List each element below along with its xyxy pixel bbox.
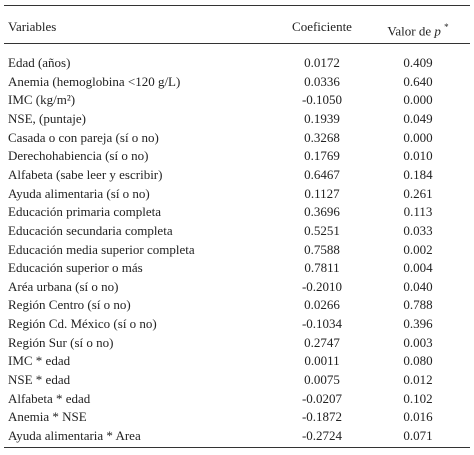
coefficient-cell: -0.1034	[301, 316, 343, 332]
header-mark: *	[444, 22, 449, 32]
top-rule	[4, 5, 470, 6]
coefficient-cell: 0.6467	[304, 166, 340, 182]
variable-cell: Alfabeta * edad	[8, 390, 91, 406]
coefficient-cell: 0.0075	[304, 372, 340, 388]
coefficient-cell: 0.0011	[304, 353, 340, 369]
variable-cell: Ayuda alimentaria * Area	[8, 428, 141, 443]
variable-cell: Región Centro (sí o no)	[8, 297, 131, 313]
p-value-cell: 0.010	[403, 148, 433, 164]
variable-cell: Región Cd. México (sí o no)	[8, 316, 157, 332]
coefficient-cell: 0.5251	[304, 222, 340, 238]
coefficient-cell: 0.0336	[304, 73, 340, 89]
p-value-cell: 0.000	[403, 129, 433, 145]
header-symbol: p	[434, 23, 441, 39]
p-value-cell: 0.033	[403, 222, 433, 238]
p-value-cell: 0.788	[403, 297, 433, 313]
variable-cell: Derechohabiencia (sí o no)	[8, 148, 149, 164]
coefficient-cell: 0.2747	[304, 334, 340, 350]
header-cell: Valor de p *	[370, 19, 466, 39]
header-text: Valor de	[387, 23, 432, 39]
p-value-cell: 0.080	[403, 353, 433, 369]
variable-cell: Educación superior o más	[8, 260, 143, 276]
variable-cell: Región Sur (sí o no)	[8, 334, 114, 350]
p-value-cell: 0.071	[403, 428, 433, 443]
variable-cell: Educación media superior completa	[8, 241, 195, 257]
variable-cell: NSE * edad	[8, 372, 71, 388]
coefficient-cell: 0.7588	[304, 241, 340, 257]
p-value-cell: 0.261	[403, 185, 433, 201]
variable-cell: Educación primaria completa	[8, 204, 162, 220]
p-value-cell: 0.002	[403, 241, 433, 257]
coefficient-cell: -0.1872	[301, 409, 343, 425]
p-value-cell: 0.040	[403, 278, 433, 294]
p-value-cell: 0.012	[403, 372, 433, 388]
p-value-cell: 0.003	[403, 334, 433, 350]
coefficient-cell: 0.0266	[304, 297, 340, 313]
variable-cell: NSE, (puntaje)	[8, 110, 86, 126]
variable-cell: Edad (años)	[8, 55, 71, 70]
variable-cell: IMC (kg/m²)	[8, 92, 76, 108]
coefficient-cell: 0.1939	[304, 110, 340, 126]
header-cell: Coeficiente	[292, 19, 352, 34]
p-value-cell: 0.184	[403, 166, 433, 182]
coefficient-cell: 0.1127	[304, 185, 340, 201]
header-cell: Variables	[8, 19, 57, 34]
p-value-cell: 0.640	[403, 73, 433, 89]
p-value-cell: 0.016	[403, 409, 433, 425]
coefficient-cell: 0.0172	[304, 55, 340, 70]
coefficient-cell: -0.2010	[301, 278, 343, 294]
p-value-cell: 0.409	[403, 55, 433, 70]
coefficient-cell: -0.0207	[301, 390, 343, 406]
variable-cell: Aréa urbana (sí o no)	[8, 278, 119, 294]
variable-cell: Educación secundaria completa	[8, 222, 173, 238]
p-value-cell: 0.102	[403, 390, 433, 406]
p-value-cell: 0.049	[403, 110, 433, 126]
variable-cell: Casada o con pareja (sí o no)	[8, 129, 159, 145]
header-rule	[4, 43, 470, 44]
p-value-cell: 0.004	[403, 260, 433, 276]
coefficient-cell: 0.7811	[304, 260, 340, 276]
p-value-cell: 0.113	[403, 204, 433, 220]
coefficient-cell: 0.3696	[304, 204, 340, 220]
p-value-cell: 0.000	[403, 92, 433, 108]
coefficient-cell: -0.2724	[301, 428, 343, 443]
variable-cell: Alfabeta (sabe leer y escribir)	[8, 166, 163, 182]
p-value-cell: 0.396	[403, 316, 433, 332]
variable-cell: Ayuda alimentaria (sí o no)	[8, 185, 150, 201]
variable-cell: IMC * edad	[8, 353, 71, 369]
coefficient-cell: 0.3268	[304, 129, 340, 145]
bottom-rule	[4, 447, 470, 448]
coefficient-cell: 0.1769	[304, 148, 340, 164]
variable-cell: Anemia * NSE	[8, 409, 87, 425]
variable-cell: Anemia (hemoglobina <120 g/L)	[8, 73, 181, 89]
coefficient-cell: -0.1050	[301, 92, 343, 108]
